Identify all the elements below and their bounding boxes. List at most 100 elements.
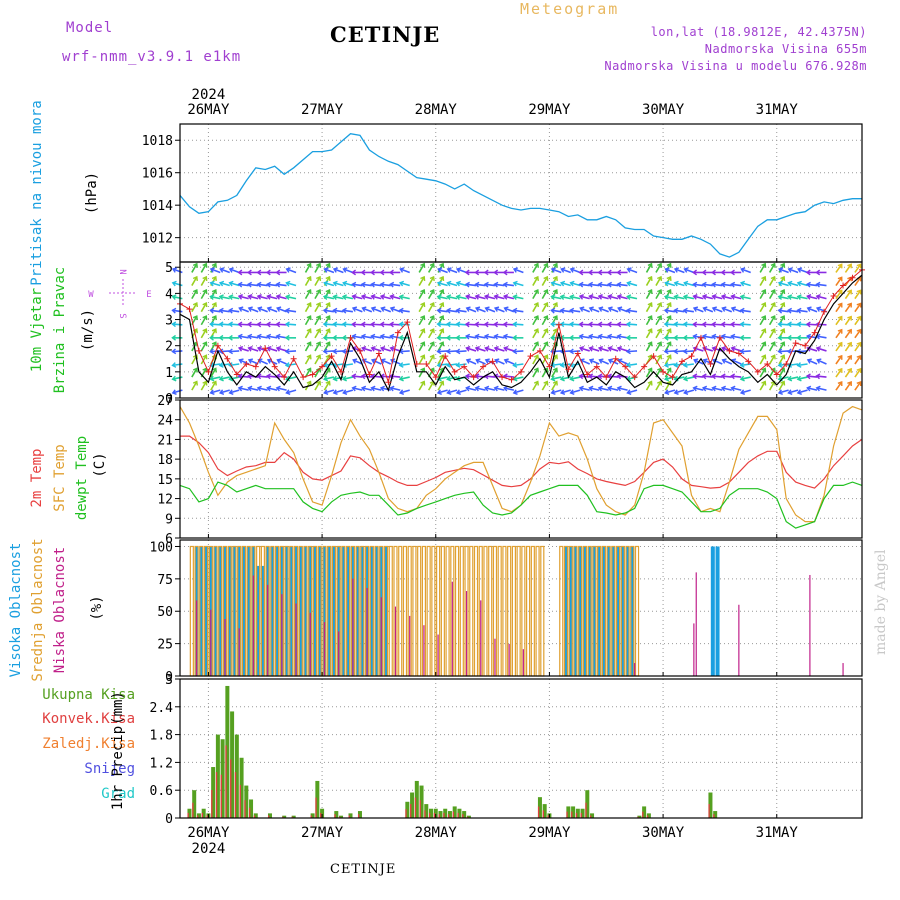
- wind-gust-marker: [612, 355, 619, 362]
- wind-tick-label: 4: [165, 287, 173, 302]
- wind-arrow-head: [693, 358, 699, 364]
- wind-arrow-head: [777, 348, 783, 355]
- wind-arrow-head: [465, 346, 471, 352]
- wind-arrow-head: [856, 354, 862, 360]
- wind-arrow: [532, 381, 539, 391]
- wind-arrow-head: [171, 307, 177, 314]
- wind-arrow-head: [202, 354, 208, 360]
- wind-arrow: [778, 381, 785, 391]
- wind-gust-marker: [518, 368, 524, 375]
- wind-gust-marker: [773, 371, 780, 378]
- wind-arrow: [172, 389, 183, 394]
- wind-arrow-head: [597, 269, 603, 276]
- wind-arrow-head: [512, 389, 518, 395]
- wind-arrow: [257, 387, 268, 391]
- wind-gust-marker: [432, 374, 439, 381]
- cloud-high-bar: [563, 546, 568, 676]
- wind-arrow: [210, 363, 221, 367]
- wind-arrow-head: [796, 294, 802, 300]
- panel-frame-wind: [179, 261, 863, 399]
- wind-arrow: [399, 282, 410, 287]
- wind-arrow: [570, 295, 581, 300]
- precip-conv-bar: [267, 815, 270, 818]
- wind-arrow-head: [815, 346, 821, 352]
- wind-arrow-head: [420, 367, 426, 373]
- wind-arrow-head: [275, 294, 281, 300]
- wind-arrow: [513, 389, 524, 394]
- wind-arrow: [466, 359, 477, 365]
- wind-arrow: [267, 323, 278, 326]
- wind-arrow: [466, 387, 477, 391]
- top-day-label-27may: 27MAY: [301, 102, 344, 118]
- wind-arrow: [418, 263, 425, 273]
- wind-arrow-head: [552, 288, 558, 294]
- wind-direction-field: [171, 262, 862, 395]
- wind-arrow: [551, 368, 558, 378]
- wind-arrow-head: [370, 281, 376, 288]
- cloud-high-bar: [597, 546, 602, 676]
- wind-arrow-head: [666, 301, 672, 308]
- wind-arrow: [314, 315, 321, 326]
- wind-arrow-head: [780, 301, 786, 308]
- wind-arrow: [551, 376, 562, 380]
- wind-arrow-head: [607, 333, 613, 340]
- wind-arrow-head: [436, 334, 442, 341]
- wind-arrow: [447, 295, 458, 300]
- wind-arrow-head: [837, 381, 843, 387]
- wind-arrow-head: [664, 389, 670, 395]
- wind-gust-marker: [281, 374, 288, 381]
- wind-arrow-head: [606, 373, 612, 380]
- wind-gust-marker: [849, 274, 856, 281]
- wind-arrow: [532, 341, 539, 352]
- wind-arrow-head: [341, 294, 347, 300]
- wind-arrow-head: [730, 333, 736, 340]
- wind-arrow-head: [502, 333, 508, 340]
- precip-bar: [433, 808, 438, 818]
- wind-arrow-head: [360, 294, 367, 300]
- wind-gust-marker: [442, 353, 449, 360]
- wind-arrow-head: [247, 333, 253, 340]
- wind-arrow: [693, 375, 704, 378]
- wind-arrow-head: [815, 294, 821, 300]
- wind-arrow: [248, 387, 259, 391]
- precip-tick-label: 1.8: [150, 729, 173, 744]
- wind-arrow-head: [228, 348, 233, 355]
- wind-arrow: [759, 315, 766, 326]
- wind-arrow: [778, 323, 789, 326]
- wind-arrow: [551, 389, 562, 394]
- wind-arrow-head: [533, 354, 539, 360]
- wind-arrow-head: [856, 263, 862, 269]
- wind-arrow-head: [512, 348, 518, 355]
- precip-bar: [575, 808, 580, 818]
- wind-arrow: [854, 355, 862, 365]
- wind-arrow: [399, 309, 410, 313]
- precip-bar: [339, 815, 344, 818]
- wind-arrow-head: [493, 385, 499, 392]
- model-elevation-label: Nadmorska Visina u modelu 676.928m: [604, 59, 867, 73]
- dewpt-line: [179, 481, 863, 529]
- wind-arrow: [683, 323, 694, 326]
- wind-arrow-head: [512, 280, 518, 287]
- wind-arrow: [342, 295, 354, 300]
- wind-arrow-head: [721, 306, 727, 312]
- wind-arrow-head: [474, 333, 480, 340]
- wind-arrow: [476, 359, 486, 365]
- wind-arrow: [778, 389, 789, 394]
- wind-arrow-head: [682, 321, 688, 328]
- wind-arrow-head: [856, 315, 862, 321]
- wind-arrow-head: [579, 306, 585, 312]
- wind-arrow-head: [663, 348, 669, 355]
- wind-arrow: [664, 295, 676, 300]
- wind-arrow-head: [209, 375, 215, 382]
- wind-gust-marker: [461, 363, 468, 370]
- wind-arrow: [324, 282, 335, 287]
- wind-arrow: [532, 354, 539, 365]
- wind-arrow-head: [673, 294, 679, 300]
- precip-bar: [462, 811, 467, 818]
- wind-arrow: [504, 347, 515, 352]
- wind-arrow-head: [211, 288, 217, 294]
- cloud-mid-bar: [412, 545, 417, 677]
- wind-arrow-head: [237, 346, 244, 352]
- wind-arrow: [664, 354, 672, 365]
- wind-arrow-head: [446, 307, 452, 314]
